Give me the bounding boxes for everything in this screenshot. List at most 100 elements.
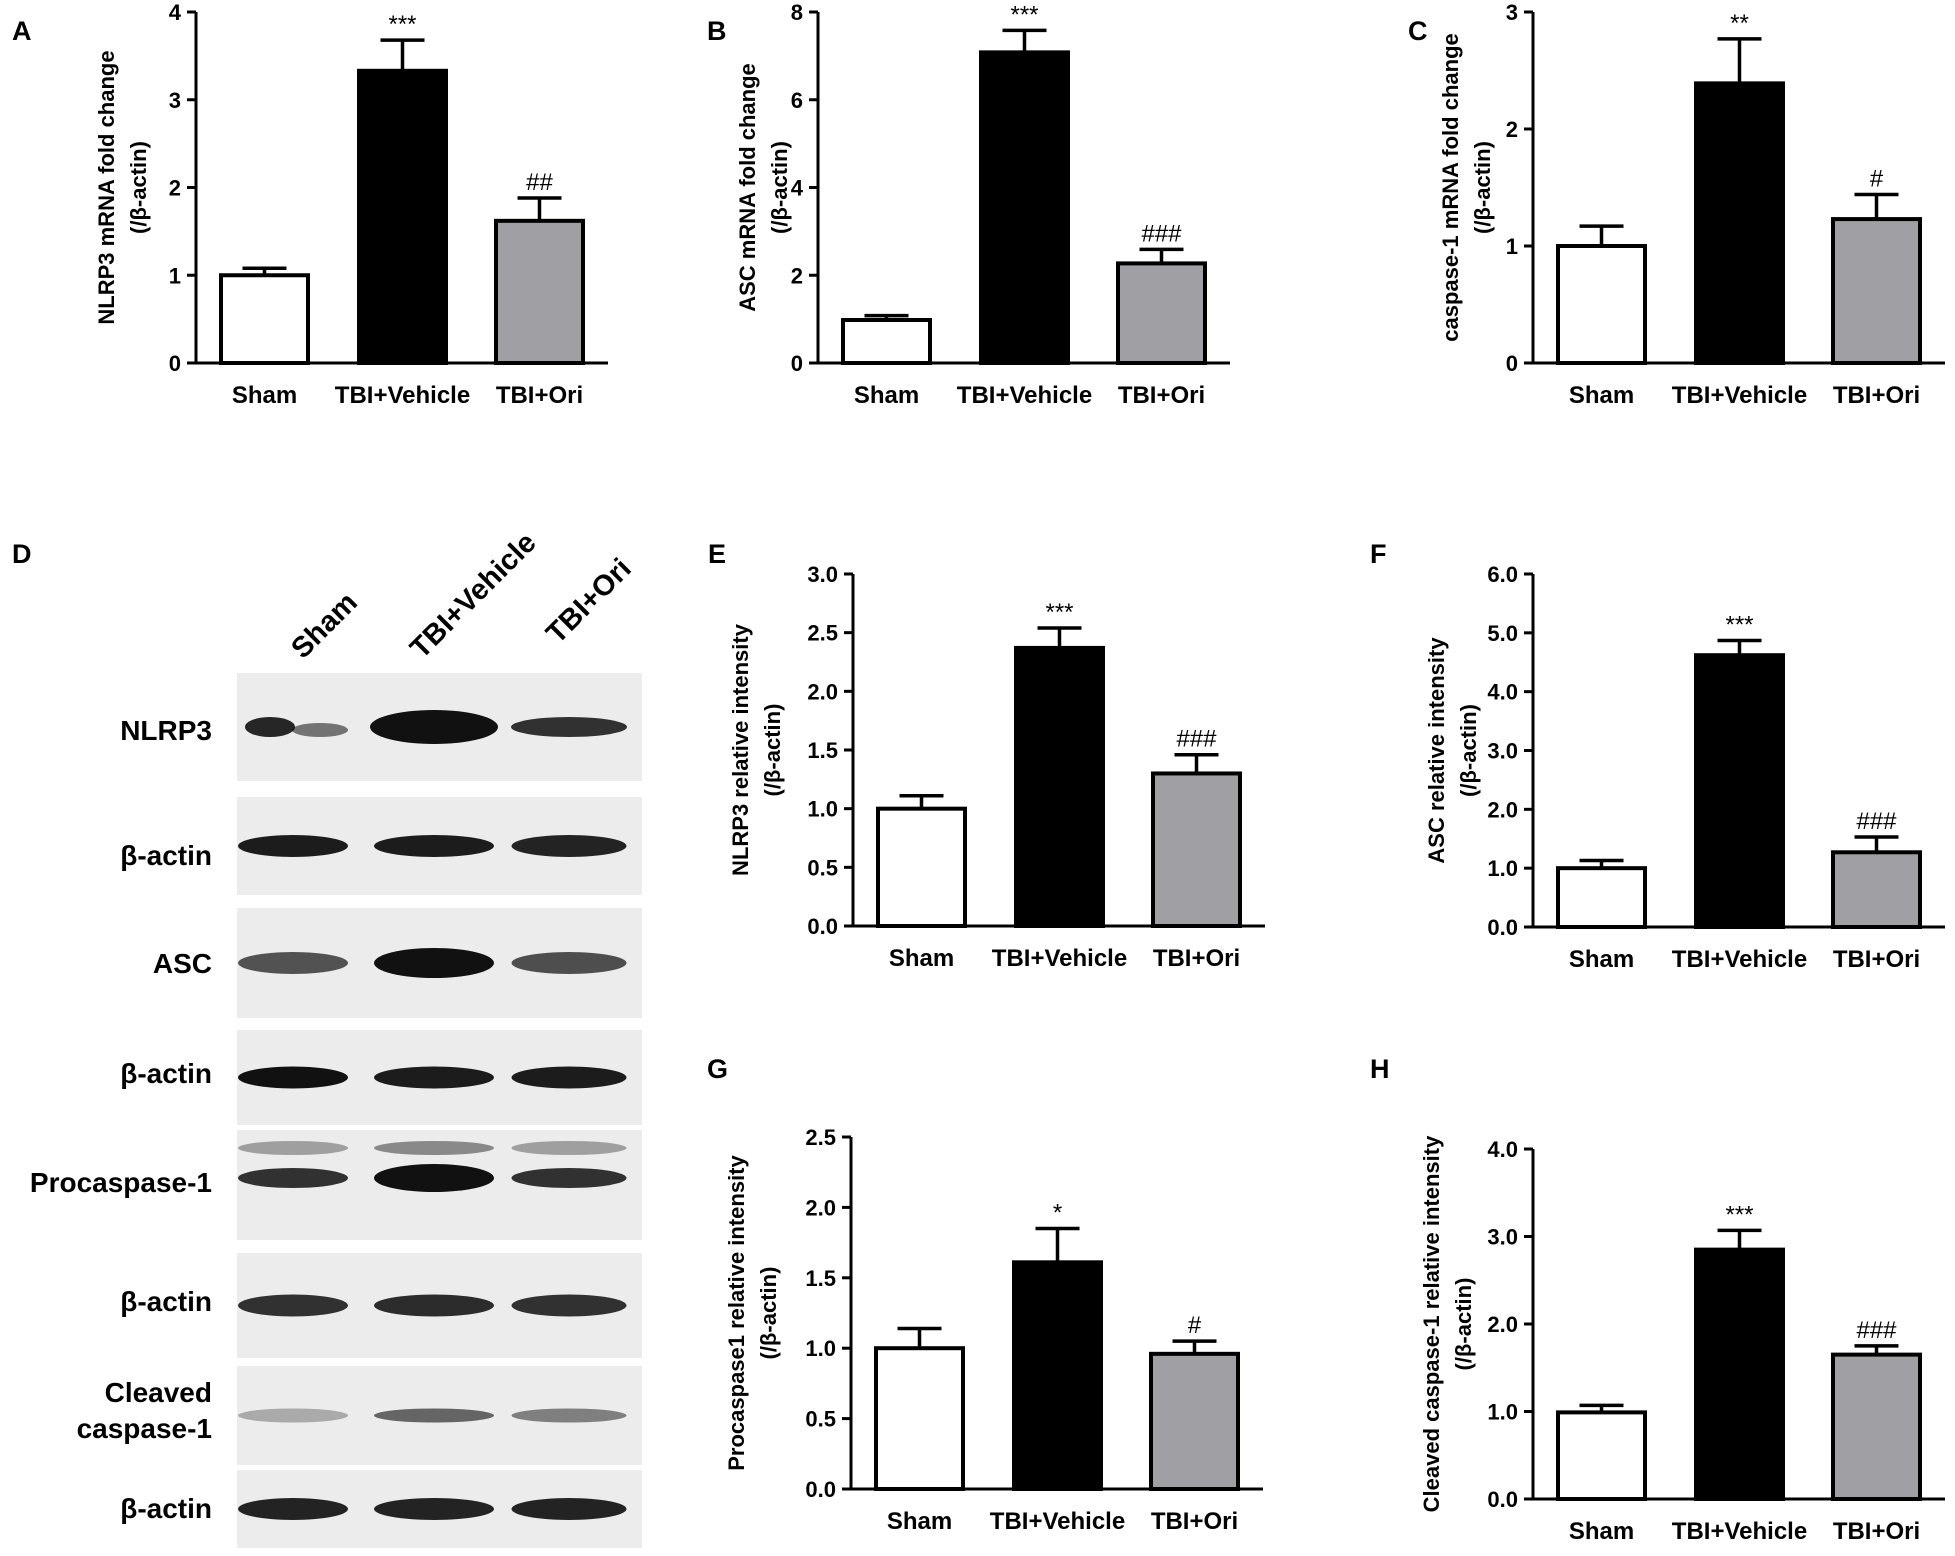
blot-band (374, 1066, 494, 1089)
y-tick-label: 0.0 (807, 914, 838, 939)
significance-label: ** (1730, 10, 1749, 37)
x-tick-label: TBI+Ori (1118, 382, 1205, 409)
blot-row: ASC (153, 908, 642, 1018)
y-axis-label: (/β-actin) (1456, 704, 1481, 797)
x-tick-label: TBI+Vehicle (1672, 1518, 1807, 1545)
blot-band (374, 835, 494, 857)
blot-row-label: β-actin (120, 1286, 212, 1317)
y-tick-label: 3.0 (807, 562, 838, 587)
y-axis-label: caspase-1 mRNA fold change (1438, 33, 1463, 342)
chart-panel-e: E 0.0 0.5 1.0 1.5 2.0 2.5 3.0 NLRP3 relative int… (708, 539, 1265, 972)
y-tick-label: 3.0 (1487, 739, 1518, 764)
significance-label: *** (1725, 1201, 1753, 1228)
bar-2 (1831, 850, 1922, 930)
lane-label: Sham (285, 586, 363, 664)
y-axis-label: ASC relative intensity (1424, 637, 1449, 864)
bar-2 (1151, 771, 1242, 929)
bar-0 (841, 318, 932, 366)
x-tick-label: Sham (887, 1508, 952, 1535)
y-tick-label: 5.0 (1487, 621, 1518, 646)
y-tick-label: 2.5 (805, 1125, 836, 1150)
lane-label: TBI+Ori (540, 553, 637, 650)
panel-letter: B (707, 16, 727, 46)
chart-panel-h: H 0.0 1.0 2.0 3.0 4.0 Cleaved caspase-1 relati… (1370, 1054, 1945, 1545)
x-tick-label: TBI+Vehicle (990, 1508, 1125, 1535)
significance-label: ## (526, 169, 553, 196)
x-tick-label: TBI+Ori (1833, 946, 1920, 973)
y-tick-label: 1.0 (1487, 856, 1518, 881)
y-tick-label: 0 (1506, 351, 1518, 376)
blot-row: Procaspase-1 (30, 1130, 642, 1240)
x-tick-label: TBI+Ori (496, 382, 583, 409)
bar-0 (1556, 1410, 1647, 1501)
blot-band (238, 952, 348, 974)
blot-band (374, 1408, 494, 1423)
blot-band (511, 835, 627, 857)
blot-band (238, 1408, 348, 1423)
significance-label: * (1053, 1200, 1062, 1227)
significance-label: ### (1856, 808, 1897, 835)
blot-band (511, 717, 627, 737)
bar-1 (979, 50, 1070, 366)
blot-band (238, 1141, 348, 1155)
bar-1 (357, 68, 448, 365)
panel-letter: G (707, 1054, 728, 1084)
bar-0 (874, 1346, 965, 1491)
y-axis-label: (/β-actin) (126, 141, 151, 234)
blot-band (511, 952, 627, 974)
bar-0 (1556, 244, 1647, 365)
x-tick-label: TBI+Ori (1833, 1518, 1920, 1545)
significance-label: *** (1725, 611, 1753, 638)
blot-row: β-actin (120, 797, 642, 895)
blot-row: NLRP3 (120, 673, 642, 781)
significance-label: *** (388, 11, 416, 38)
y-tick-label: 4 (791, 176, 804, 201)
x-tick-label: TBI+Ori (1833, 382, 1920, 409)
x-tick-label: Sham (1569, 946, 1634, 973)
blot-row: Cleaved caspase-1 (77, 1366, 642, 1465)
blot-band (374, 1164, 494, 1192)
bar-2 (494, 218, 585, 365)
y-tick-label: 2.5 (807, 621, 838, 646)
panel-letter: H (1370, 1054, 1390, 1084)
y-axis-label: ASC mRNA fold change (735, 63, 760, 312)
y-tick-label: 0.0 (1487, 1487, 1518, 1512)
y-tick-label: 0 (169, 351, 181, 376)
y-tick-label: 0 (791, 351, 803, 376)
chart-panel-c: C 0 1 2 3 caspase-1 mRNA fold change (/β-actin… (1408, 0, 1945, 409)
bar-2 (1116, 261, 1207, 365)
bar-0 (876, 806, 967, 929)
blot-band (511, 1141, 627, 1155)
blot-band (238, 1168, 348, 1188)
significance-label: ### (1176, 726, 1217, 753)
bar-1 (1694, 653, 1785, 929)
y-tick-label: 2 (1506, 117, 1518, 142)
y-tick-label: 8 (791, 0, 803, 25)
blot-band (511, 1294, 627, 1317)
y-tick-label: 1 (1506, 234, 1518, 259)
y-tick-label: 0.0 (1487, 915, 1518, 940)
blot-band (238, 1066, 348, 1089)
significance-label: ### (1856, 1317, 1897, 1344)
chart-panel-f: F 0.0 1.0 2.0 3.0 4.0 5.0 6.0 ASC relative inten… (1370, 539, 1945, 973)
x-tick-label: TBI+Vehicle (957, 382, 1092, 409)
y-tick-label: 4 (169, 0, 182, 25)
panel-letter: E (708, 539, 726, 569)
significance-label: # (1870, 166, 1884, 193)
y-axis-label: (/β-actin) (1470, 141, 1495, 234)
y-axis-label: (/β-actin) (760, 704, 785, 797)
bar-1 (1014, 645, 1105, 928)
panel-letter: D (12, 539, 32, 569)
significance-label: # (1188, 1312, 1202, 1339)
x-tick-label: TBI+Vehicle (1672, 946, 1807, 973)
y-tick-label: 1.0 (807, 797, 838, 822)
lane-label: TBI+Vehicle (404, 527, 542, 665)
blot-band (511, 1408, 627, 1423)
y-tick-label: 2.0 (1487, 797, 1518, 822)
panel-letter: A (12, 16, 32, 46)
x-tick-label: TBI+Vehicle (335, 382, 470, 409)
y-tick-label: 4.0 (1487, 1137, 1518, 1162)
bar-0 (219, 273, 310, 365)
